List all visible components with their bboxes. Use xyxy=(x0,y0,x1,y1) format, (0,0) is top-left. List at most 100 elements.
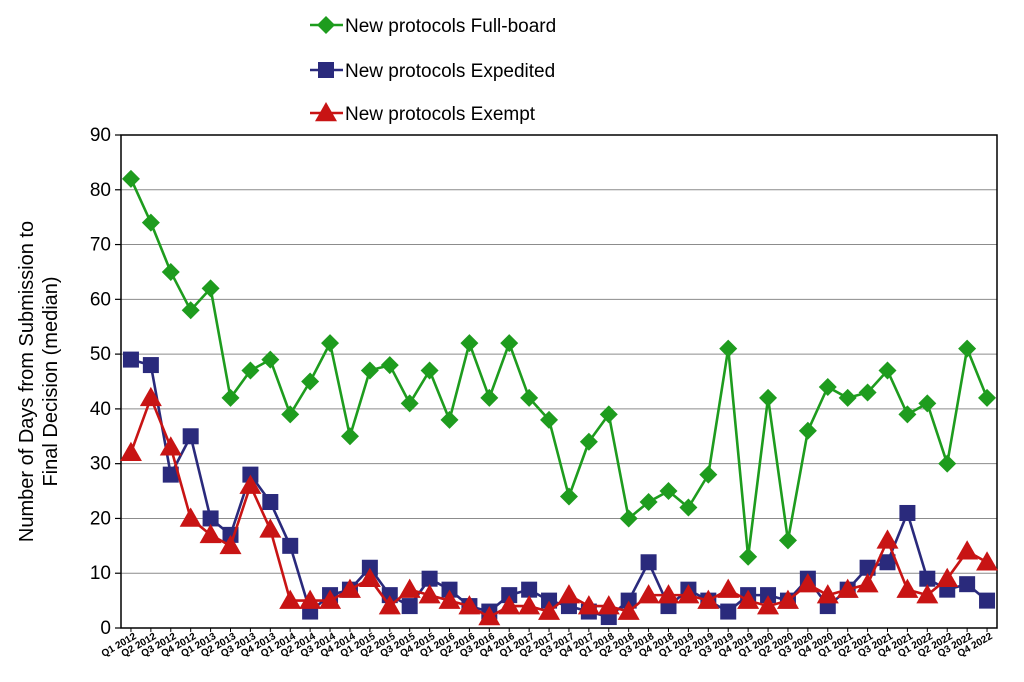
legend-marker xyxy=(317,16,335,34)
y-tick-label: 20 xyxy=(90,508,111,529)
data-point xyxy=(418,584,441,604)
legend-marker xyxy=(318,62,334,78)
data-point xyxy=(739,547,758,566)
data-point xyxy=(141,213,160,232)
y-axis-title-line: Number of Days from Submission to xyxy=(16,221,38,542)
legend-item: New protocols Exempt xyxy=(310,102,536,125)
data-point xyxy=(500,334,519,353)
y-tick-label: 40 xyxy=(90,399,111,420)
data-point xyxy=(557,584,580,604)
y-tick-label: 80 xyxy=(90,180,111,201)
data-point xyxy=(796,573,819,593)
data-point xyxy=(617,600,640,620)
data-point xyxy=(181,301,200,320)
data-point xyxy=(282,537,299,554)
data-point xyxy=(321,334,340,353)
y-tick-label: 10 xyxy=(90,563,111,584)
data-point xyxy=(139,386,162,407)
y-axis-title: Number of Days from Submission to Final D… xyxy=(16,221,62,542)
data-point xyxy=(458,595,481,615)
data-point xyxy=(878,361,897,380)
legend-item: New protocols Expedited xyxy=(310,61,555,82)
data-point xyxy=(737,589,760,609)
data-point xyxy=(420,361,439,380)
data-point xyxy=(816,584,839,604)
data-point xyxy=(858,383,877,402)
data-point xyxy=(599,405,618,424)
series-line xyxy=(130,358,988,619)
data-point xyxy=(979,592,996,609)
data-point xyxy=(319,589,342,609)
data-point xyxy=(259,518,282,538)
legend: New protocols Full-board New protocols Ex… xyxy=(310,16,556,125)
data-point xyxy=(239,474,262,494)
data-point xyxy=(938,454,957,473)
plot-area xyxy=(120,134,998,629)
series-line xyxy=(129,178,989,559)
data-point xyxy=(299,589,322,609)
data-point xyxy=(281,405,300,424)
data-point xyxy=(201,279,220,298)
gridlines xyxy=(121,189,997,574)
data-point xyxy=(161,262,180,281)
data-point xyxy=(338,578,361,598)
data-point xyxy=(899,504,916,521)
data-point xyxy=(898,405,917,424)
series-line xyxy=(129,396,988,619)
legend-label: New protocols Full-board xyxy=(345,16,556,37)
data-point xyxy=(159,436,182,456)
data-point xyxy=(720,603,737,620)
data-point xyxy=(579,432,598,451)
data-point xyxy=(856,573,879,593)
data-point xyxy=(380,356,399,375)
data-point xyxy=(976,551,999,571)
data-point xyxy=(559,487,578,506)
data-point xyxy=(340,427,359,446)
data-point xyxy=(119,441,142,461)
data-point xyxy=(199,523,222,544)
data-point xyxy=(958,339,977,358)
data-point xyxy=(639,493,658,512)
data-point xyxy=(876,529,899,549)
data-point xyxy=(659,482,678,501)
data-point xyxy=(896,578,919,598)
data-point xyxy=(679,498,698,517)
data-point xyxy=(279,589,302,609)
data-point xyxy=(916,584,939,604)
data-point xyxy=(697,589,720,609)
data-point xyxy=(182,428,199,445)
y-tick-label: 90 xyxy=(90,125,111,146)
data-point xyxy=(400,394,419,413)
data-point xyxy=(637,584,660,604)
data-point xyxy=(301,372,320,391)
data-point xyxy=(959,576,976,593)
series-layer xyxy=(119,169,999,626)
data-point xyxy=(440,410,459,429)
legend-label: New protocols Expedited xyxy=(345,61,555,82)
data-point xyxy=(978,388,997,407)
data-point xyxy=(699,465,718,484)
data-point xyxy=(719,339,738,358)
data-point xyxy=(478,606,501,626)
data-point xyxy=(859,559,876,576)
data-point xyxy=(262,494,279,511)
y-tick-label: 60 xyxy=(90,289,111,310)
y-tick-label: 70 xyxy=(90,235,111,256)
data-point xyxy=(122,351,139,368)
data-point xyxy=(538,600,561,620)
data-point xyxy=(378,595,401,615)
data-point xyxy=(401,598,418,615)
y-axis-title-line: Final Decision (median) xyxy=(40,276,62,486)
data-point xyxy=(241,361,260,380)
data-point xyxy=(438,589,461,609)
data-point xyxy=(798,421,817,440)
data-point xyxy=(778,531,797,550)
legend-label: New protocols Exempt xyxy=(345,104,536,125)
data-point xyxy=(776,589,799,609)
y-axis-ticks: 0 10 20 30 40 50 60 70 80 90 xyxy=(90,125,121,639)
data-point xyxy=(261,350,280,369)
data-point xyxy=(657,584,680,604)
data-point xyxy=(179,507,202,527)
